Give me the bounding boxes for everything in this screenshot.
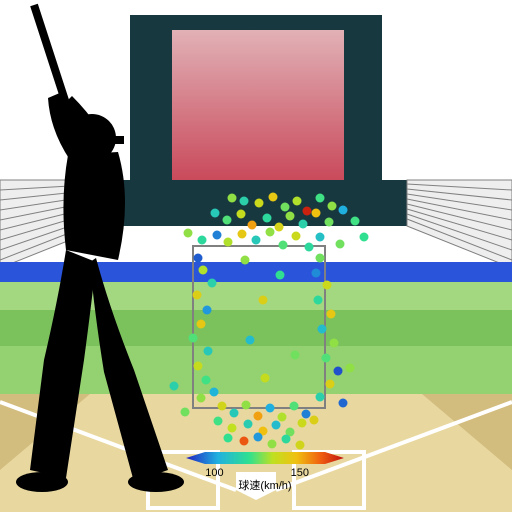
- pitch-point: [228, 194, 237, 203]
- pitch-point: [293, 197, 302, 206]
- pitch-point: [202, 376, 211, 385]
- pitch-point: [213, 231, 222, 240]
- pitch-point: [244, 420, 253, 429]
- pitch-point: [299, 220, 308, 229]
- pitch-point: [223, 216, 232, 225]
- pitch-point: [268, 440, 277, 449]
- pitch-point: [197, 320, 206, 329]
- pitch-point: [291, 351, 300, 360]
- pitch-point: [276, 271, 285, 280]
- pitch-point: [218, 402, 227, 411]
- pitch-point: [312, 209, 321, 218]
- pitch-point: [286, 212, 295, 221]
- pitch-point: [305, 243, 314, 252]
- pitch-point: [224, 238, 233, 247]
- pitch-point: [238, 230, 247, 239]
- pitch-point: [240, 197, 249, 206]
- pitch-point: [224, 434, 233, 443]
- colorbar-label: 球速(km/h): [238, 478, 291, 492]
- pitch-point: [240, 437, 249, 446]
- pitch-point: [255, 199, 264, 208]
- pitch-point: [269, 193, 278, 202]
- pitch-point: [326, 380, 335, 389]
- pitch-point: [248, 221, 257, 230]
- pitch-point: [230, 409, 239, 418]
- pitch-point: [189, 334, 198, 343]
- pitch-point: [316, 393, 325, 402]
- colorbar-tick: 150: [291, 467, 309, 479]
- pitch-point: [252, 236, 261, 245]
- pitch-point: [316, 194, 325, 203]
- pitch-point: [360, 233, 369, 242]
- pitch-point: [263, 214, 272, 223]
- pitch-point: [197, 394, 206, 403]
- pitch-point: [322, 354, 331, 363]
- pitch-point: [325, 218, 334, 227]
- colorbar-tick: 100: [205, 467, 223, 479]
- pitch-point: [330, 339, 339, 348]
- pitch-point: [194, 362, 203, 371]
- pitch-point: [310, 416, 319, 425]
- pitch-point: [170, 382, 179, 391]
- pitch-point: [181, 408, 190, 417]
- pitch-point: [266, 404, 275, 413]
- pitch-point: [282, 435, 291, 444]
- pitch-point: [290, 402, 299, 411]
- pitch-point: [193, 291, 202, 300]
- pitch-point: [254, 433, 263, 442]
- pitch-point: [208, 279, 217, 288]
- pitch-point: [327, 310, 336, 319]
- pitch-point: [298, 419, 307, 428]
- pitch-point: [272, 421, 281, 430]
- pitch-point: [203, 306, 212, 315]
- pitch-point: [259, 296, 268, 305]
- pitch-point: [316, 233, 325, 242]
- pitch-point: [246, 336, 255, 345]
- pitch-point: [210, 388, 219, 397]
- pitch-point: [318, 325, 327, 334]
- pitch-point: [275, 223, 284, 232]
- pitch-point: [261, 374, 270, 383]
- pitch-point: [303, 207, 312, 216]
- pitch-point: [312, 269, 321, 278]
- pitch-point: [214, 417, 223, 426]
- pitch-point: [328, 202, 337, 211]
- pitch-point: [296, 441, 305, 450]
- pitch-point: [279, 241, 288, 250]
- pitch-point: [351, 217, 360, 226]
- pitch-point: [198, 236, 207, 245]
- pitch-point: [199, 266, 208, 275]
- pitch-point: [346, 364, 355, 373]
- pitch-point: [323, 281, 332, 290]
- pitch-point: [316, 254, 325, 263]
- pitch-point: [237, 210, 246, 219]
- pitch-point: [302, 410, 311, 419]
- pitch-point: [339, 399, 348, 408]
- pitch-point: [278, 413, 287, 422]
- pitch-point: [184, 229, 193, 238]
- pitch-point: [339, 206, 348, 215]
- pitch-point: [194, 254, 203, 263]
- pitch-point: [334, 367, 343, 376]
- pitch-point: [314, 296, 323, 305]
- pitch-point: [336, 240, 345, 249]
- pitch-location-chart: 100 150球速(km/h): [0, 0, 512, 512]
- pitch-point: [281, 203, 290, 212]
- pitch-point: [292, 232, 301, 241]
- pitch-point: [242, 401, 251, 410]
- pitch-point: [266, 228, 275, 237]
- pitch-point: [204, 347, 213, 356]
- pitch-point: [241, 256, 250, 265]
- pitch-point: [228, 424, 237, 433]
- pitch-point: [254, 412, 263, 421]
- pitch-point: [211, 209, 220, 218]
